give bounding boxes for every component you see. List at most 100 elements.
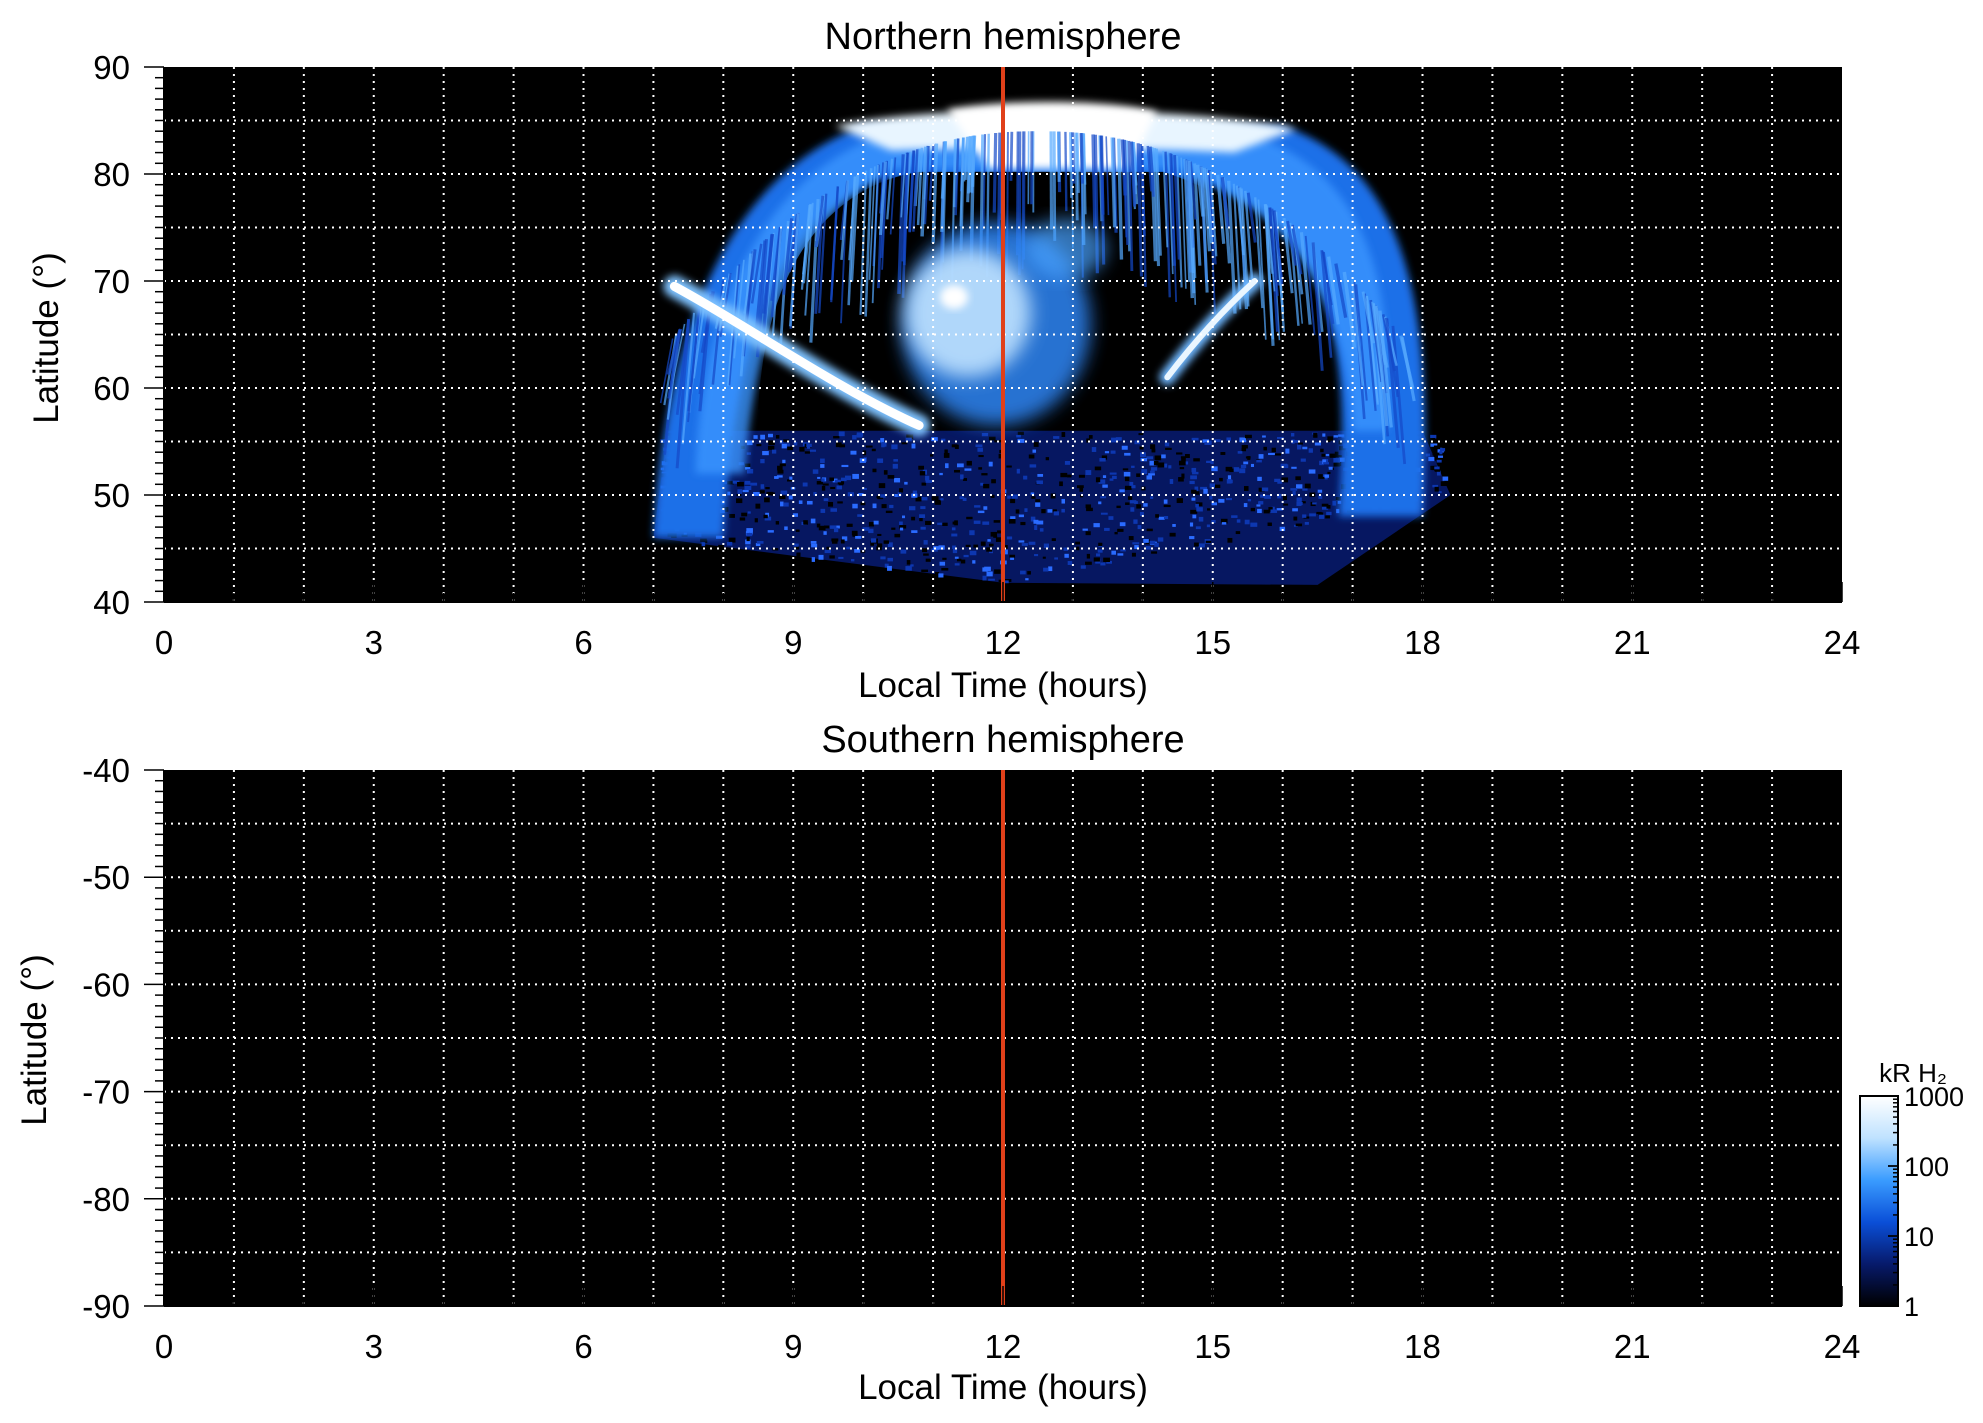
emission-speckle <box>954 444 959 449</box>
emission-speckle <box>998 579 1003 583</box>
emission-speckle <box>803 522 808 525</box>
emission-speckle <box>1111 437 1118 443</box>
emission-speckle <box>793 543 799 547</box>
emission-speckle <box>902 515 906 519</box>
emission-speckle <box>753 435 758 439</box>
emission-streak <box>963 136 968 182</box>
emission-speckle <box>1093 557 1100 562</box>
emission-streak <box>847 176 856 306</box>
colorbar-tick-label: 1000 <box>1904 1082 1964 1112</box>
emission-speckle <box>799 446 805 452</box>
emission-speckle <box>1239 437 1247 443</box>
emission-speckle <box>1432 484 1439 488</box>
emission-speckle <box>987 539 991 542</box>
emission-speckle <box>925 520 932 525</box>
emission-speckle <box>766 491 774 496</box>
emission-speckle <box>784 443 790 447</box>
y-tick-label: 70 <box>93 263 130 300</box>
emission-speckle <box>962 497 967 501</box>
emission-speckle <box>1137 525 1142 530</box>
emission-speckle <box>906 560 911 565</box>
emission-speckle <box>965 544 971 548</box>
emission-speckle <box>823 525 830 529</box>
emission-speckle <box>1312 502 1317 505</box>
emission-streak <box>1075 132 1080 193</box>
emission-speckle <box>1115 437 1122 441</box>
emission-speckle <box>1181 473 1185 479</box>
emission-speckle <box>788 495 793 500</box>
emission-speckle <box>1145 546 1151 550</box>
colorbar-tick-label: 10 <box>1904 1222 1934 1252</box>
emission-speckle <box>1277 493 1282 499</box>
emission-speckle <box>1129 481 1134 486</box>
emission-streak <box>1127 140 1134 272</box>
emission-streak <box>1099 135 1105 215</box>
emission-speckle <box>915 496 922 502</box>
emission-speckle <box>700 538 707 542</box>
emission-speckle <box>1008 519 1016 524</box>
emission-speckle <box>1007 495 1011 499</box>
diffuse-emission <box>653 430 1451 585</box>
x-axis-label: Local Time (hours) <box>858 666 1148 705</box>
emission-speckle <box>988 461 993 467</box>
emission-speckle <box>1327 471 1331 475</box>
emission-speckle <box>931 437 938 442</box>
emission-speckle <box>1239 468 1246 474</box>
emission-speckle <box>983 483 990 489</box>
emission-speckle <box>810 518 816 524</box>
emission-speckle <box>834 479 841 483</box>
emission-speckle <box>1225 498 1233 501</box>
emission-speckle <box>1054 557 1059 560</box>
emission-speckle <box>1327 436 1334 441</box>
emission-streak <box>1056 131 1061 182</box>
emission-streak <box>850 175 860 282</box>
emission-speckle <box>1196 507 1203 512</box>
emission-speckle <box>1263 509 1270 514</box>
emission-streak <box>830 186 839 303</box>
x-axis <box>163 582 1843 603</box>
emission-speckle <box>1053 436 1060 439</box>
y-tick-labels: -40 -50 -60 -70 -80 -90 <box>82 752 130 1325</box>
colorbar-scale <box>1859 1095 1899 1307</box>
emission-speckle <box>986 547 993 552</box>
emission-speckle <box>727 481 734 485</box>
emission-speckle <box>1119 489 1125 493</box>
emission-speckle <box>1189 536 1195 540</box>
emission-speckle <box>894 494 901 497</box>
emission-speckle <box>1333 458 1340 463</box>
emission-speckle <box>1020 521 1026 526</box>
emission-speckle <box>940 498 944 501</box>
emission-speckle <box>990 494 995 498</box>
emission-speckle <box>1191 437 1199 441</box>
emission-speckle <box>1028 541 1036 545</box>
emission-speckle <box>1077 485 1084 489</box>
emission-speckle <box>804 451 810 454</box>
emission-speckle <box>911 516 916 521</box>
emission-speckle <box>944 449 948 454</box>
emission-speckle <box>1303 516 1310 519</box>
emission-speckle <box>954 556 959 559</box>
emission-streak <box>1327 256 1340 325</box>
emission-speckle <box>1428 457 1435 462</box>
emission-speckle <box>817 476 821 479</box>
emission-speckle <box>1250 463 1255 467</box>
emission-speckle <box>1291 466 1297 469</box>
emission-speckle <box>1124 485 1132 490</box>
emission-streak <box>733 259 745 359</box>
emission-speckle <box>767 445 775 450</box>
emission-speckle <box>746 452 751 455</box>
emission-speckle <box>1034 554 1039 557</box>
emission-speckle <box>1157 537 1164 542</box>
emission-speckle <box>933 546 939 550</box>
emission-speckle <box>966 516 973 520</box>
emission-speckle <box>855 535 862 539</box>
emission-speckle <box>820 508 826 513</box>
emission-speckle <box>1017 438 1025 443</box>
chart-title: Northern hemisphere <box>825 16 1182 58</box>
y-tick-label: -50 <box>82 859 130 896</box>
emission-speckle <box>1236 519 1241 523</box>
emission-speckle <box>823 498 829 502</box>
emission-speckle <box>1277 481 1283 484</box>
emission-streak <box>809 198 820 343</box>
aurora-emission <box>653 102 1451 585</box>
